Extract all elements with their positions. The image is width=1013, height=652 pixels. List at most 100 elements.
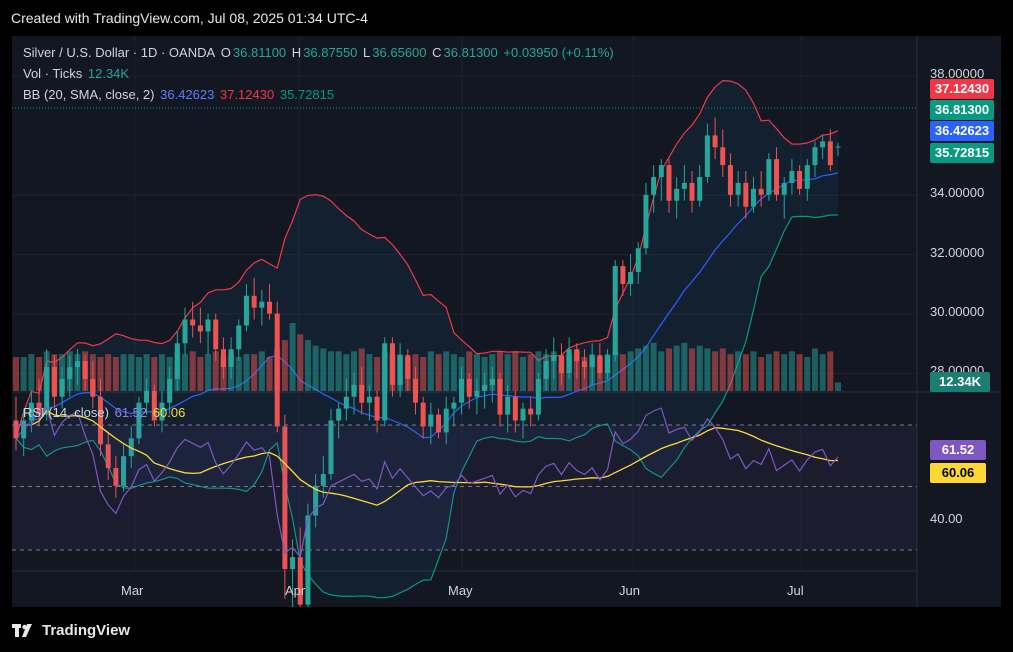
candle-body [628,272,634,284]
rsi-legend: RSI (14, close) 61.52 60.06 [23,405,187,420]
volume-bar [251,354,258,391]
candle-body [420,402,426,427]
candle-body [643,194,649,249]
volume-tag: 12.34K [930,372,990,392]
volume-bar [527,354,534,391]
candle-body [13,420,19,439]
c-label: C [432,45,442,60]
candle-body [366,396,372,403]
bb-label[interactable]: BB (20, SMA, close, 2) [23,87,155,102]
candle-body [151,390,157,421]
volume-label[interactable]: Vol · Ticks [23,66,83,81]
candle-body [343,396,349,409]
candle-body [681,182,687,189]
tradingview-logo[interactable]: TradingView [12,622,130,639]
close-value: 36.81300 [443,45,498,60]
volume-bar [351,351,358,391]
volume-bar [727,354,734,391]
candle-body [174,343,180,379]
candle-body [758,188,764,195]
volume-bar [266,357,273,391]
candle-body [589,355,595,368]
candle-body [190,319,196,326]
volume-bar [258,351,265,391]
volume-bar [36,357,43,391]
candle-body [466,378,472,397]
candle-body [74,361,80,368]
header-bar: Created with TradingView.com, Jul 08, 20… [0,0,1013,36]
candle-body [236,325,242,350]
candle-body [59,378,65,397]
candle-body [351,384,357,397]
volume-value: 12.34K [87,66,130,81]
candle-body [51,367,57,397]
candle-body [197,325,203,332]
candle-body [305,515,311,605]
candle-body [512,396,518,421]
candle-body [105,444,111,469]
volume-bar [619,354,626,391]
close-price-tag: 36.81300 [930,100,994,120]
x-axis-label: Apr [285,583,306,598]
price-axis-label: 38.00000 [930,66,985,81]
volume-bar [20,357,27,391]
volume-bar [811,348,818,391]
candle-body [489,378,495,385]
candle-body [720,147,726,166]
volume-bar [835,382,841,391]
volume-bar [297,334,304,391]
candle-body [781,182,787,195]
volume-bar [658,351,665,391]
volume-bar [765,354,772,391]
change-value: +0.03950 (+0.11%) [503,45,614,60]
candle-body [167,378,173,403]
symbol-label[interactable]: Silver / U.S. Dollar · 1D · OANDA [23,45,216,60]
candle-body [213,319,219,350]
candle-body [820,141,826,148]
candle-body [313,485,319,516]
volume-bar [243,354,250,391]
candle-body [82,361,88,379]
candle-body [689,182,695,201]
bb-basis-tag: 36.42623 [930,121,994,141]
volume-legend: Vol · Ticks 12.34K [23,66,131,81]
rsi-line [16,407,839,559]
volume-bar [689,348,696,391]
candle-body [259,301,265,308]
candle-body [743,182,749,207]
volume-bar [627,351,634,391]
candle-body [812,147,818,166]
bb-fill [16,80,838,598]
rsi-ma-tag: 60.06 [930,463,986,483]
candle-body [290,557,296,570]
volume-bar [212,351,219,391]
high-value: 36.87550 [303,45,358,60]
candle-body [612,266,618,356]
candle-body [797,171,803,189]
candle-body [182,319,188,344]
candle-body [205,319,211,332]
tradingview-brand-text: TradingView [42,622,131,639]
candle-body [243,295,249,326]
volume-bar [443,351,450,391]
chart-svg[interactable] [12,36,1001,607]
candle-body [558,355,564,373]
candle-body [697,176,703,201]
volume-bar [335,351,342,391]
candle-body [136,402,142,439]
candle-body [113,468,119,486]
bb-upper-line [15,79,839,439]
volume-bar [450,354,457,391]
candle-body [620,266,626,284]
candle-body [121,456,127,486]
candle-body [774,159,780,195]
volume-bar [189,351,196,391]
chart-panel[interactable]: Silver / U.S. Dollar · 1D · OANDA O 36.81… [12,36,1001,607]
rsi-label[interactable]: RSI (14, close) [23,405,109,420]
rsi-tag: 61.52 [930,440,986,460]
bb-upper-tag: 37.12430 [930,79,994,99]
candle-body [228,349,234,368]
volume-bar [97,357,104,391]
candle-body [497,378,503,415]
volume-bar [427,351,434,391]
